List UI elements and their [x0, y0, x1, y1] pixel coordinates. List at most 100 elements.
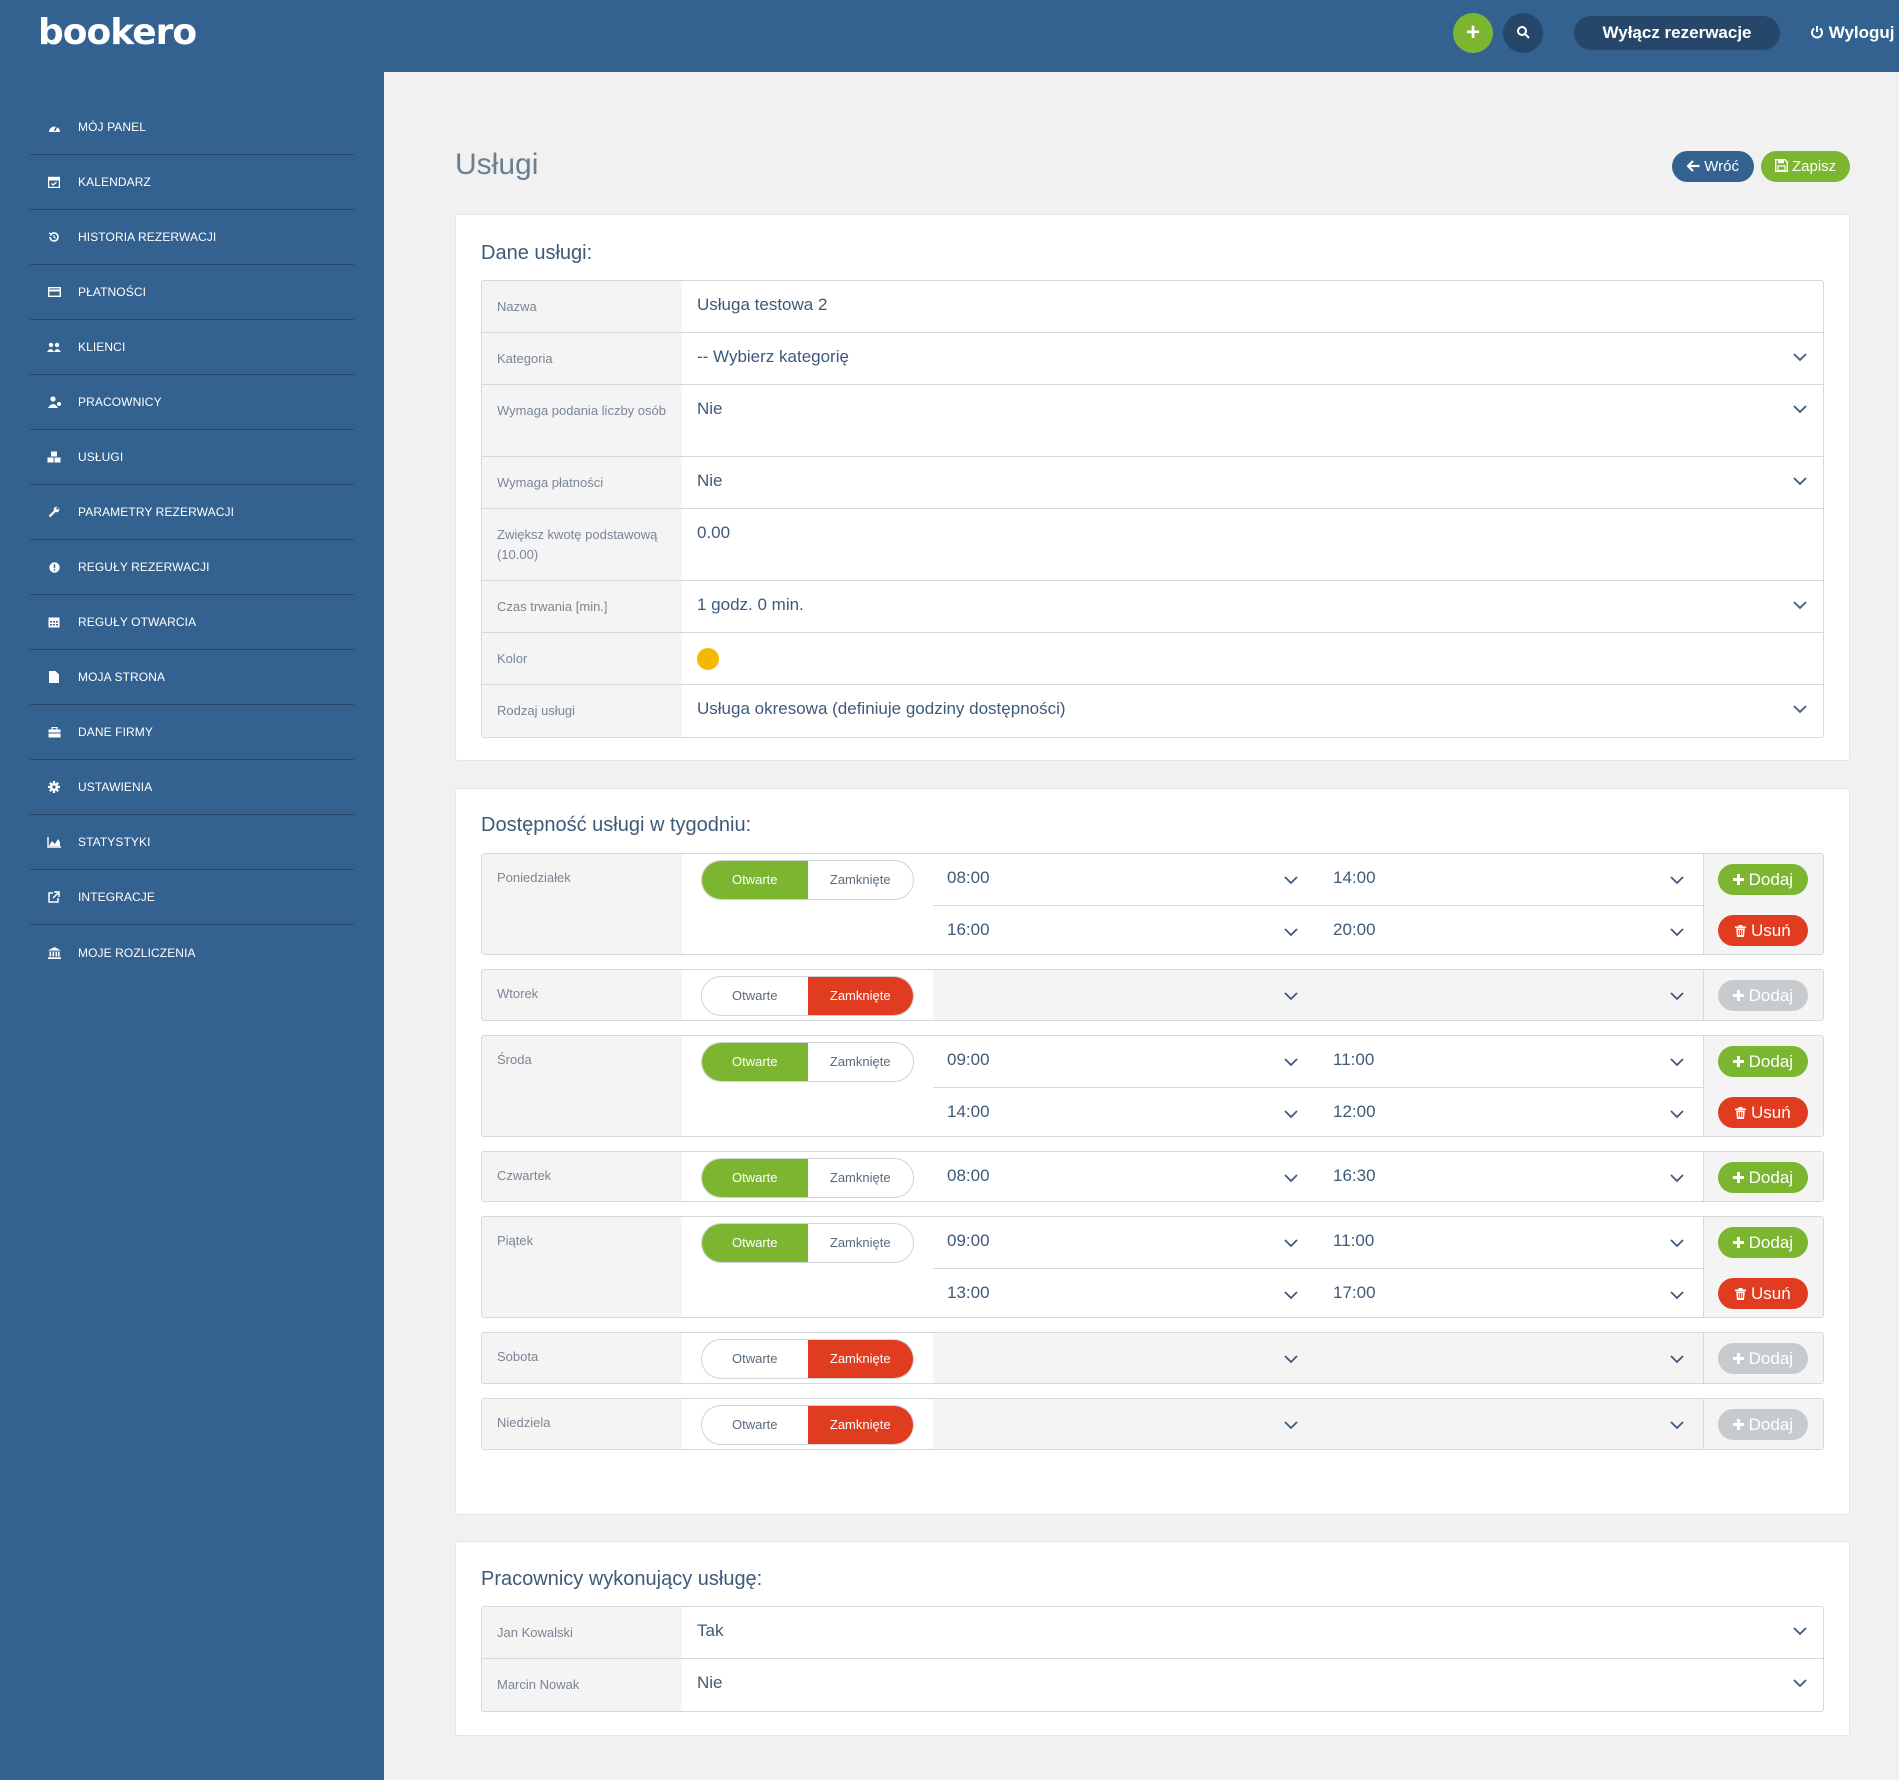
open-option[interactable]: Otwarte	[731, 1351, 778, 1366]
end-time-select[interactable]: 20:00	[1333, 920, 1376, 939]
dashboard-icon	[46, 119, 62, 135]
start-time-select[interactable]: 08:00	[947, 868, 990, 887]
sidebar-item-opening-rules[interactable]: REGUŁY OTWARCIA	[30, 595, 354, 650]
start-time-select[interactable]: 09:00	[947, 1050, 990, 1069]
open-option[interactable]: Otwarte	[731, 1417, 778, 1432]
people-count-select[interactable]: Nie	[682, 385, 1823, 456]
add-slot-button[interactable]: Dodaj	[1718, 1046, 1808, 1077]
start-time-select[interactable]: 09:00	[947, 1231, 990, 1250]
search-button[interactable]	[1503, 13, 1543, 53]
bookero-logo[interactable]: bookero	[38, 12, 197, 53]
save-button[interactable]: Zapisz	[1761, 151, 1850, 182]
open-closed-toggle[interactable]: Otwarte Zamknięte	[701, 1223, 914, 1263]
sidebar-item-clients[interactable]: KLIENCI	[30, 320, 354, 375]
add-slot-button[interactable]: Dodaj	[1718, 1162, 1808, 1193]
closed-option[interactable]: Zamknięte	[829, 872, 891, 887]
sidebar-item-employees[interactable]: PRACOWNICY	[30, 375, 354, 430]
end-time-select[interactable]: 11:00	[1333, 1231, 1375, 1250]
closed-option[interactable]: Zamknięte	[829, 1170, 891, 1185]
open-option[interactable]: Otwarte	[731, 988, 778, 1003]
quick-add-button[interactable]: +	[1453, 13, 1493, 53]
day-row: Sobota Otwarte Zamknięte Dodaj	[481, 1332, 1824, 1384]
employee-row: Jan Kowalski Tak	[482, 1607, 1823, 1659]
end-time-select[interactable]: 17:00	[1333, 1283, 1376, 1302]
open-closed-toggle[interactable]: Otwarte Zamknięte	[701, 976, 914, 1016]
field-label: Zwiększ kwotę podstawową (10.00)	[482, 509, 682, 580]
payment-required-select[interactable]: Nie	[682, 457, 1823, 508]
service-type-select[interactable]: Usługa okresowa (definiuje godziny dostę…	[682, 685, 1823, 737]
price-increase-input[interactable]: 0.00	[697, 523, 731, 542]
add-slot-button[interactable]: Dodaj	[1718, 1227, 1808, 1258]
day-name: Wtorek	[482, 970, 682, 1020]
time-slots: 09:00 11:00 14:00 12:00	[933, 1036, 1703, 1136]
sidebar-item-my-panel[interactable]: MÓJ PANEL	[30, 100, 354, 155]
logout-button[interactable]: Wyloguj	[1810, 20, 1899, 46]
area-chart-icon	[46, 834, 62, 850]
open-option[interactable]: Otwarte	[702, 1159, 808, 1197]
sidebar-item-my-page[interactable]: MOJA STRONA	[30, 650, 354, 705]
open-closed-toggle[interactable]: Otwarte Zamknięte	[701, 860, 914, 900]
sidebar-item-payments[interactable]: PŁATNOŚCI	[30, 265, 354, 320]
end-time-select[interactable]: 14:00	[1333, 868, 1376, 887]
sidebar: MÓJ PANEL KALENDARZ HISTORIA REZERWACJI …	[0, 72, 384, 1780]
color-swatch	[697, 648, 719, 670]
employee-assign-select[interactable]: Tak	[682, 1607, 1823, 1658]
closed-option[interactable]: Zamknięte	[829, 1235, 891, 1250]
open-closed-toggle[interactable]: Otwarte Zamknięte	[701, 1405, 914, 1445]
color-picker[interactable]	[682, 633, 1823, 684]
sidebar-item-settings[interactable]: USTAWIENIA	[30, 760, 354, 815]
end-time-select[interactable]: 16:30	[1333, 1166, 1376, 1185]
open-closed-toggle[interactable]: Otwarte Zamknięte	[701, 1339, 914, 1379]
chevron-down-icon	[1670, 992, 1684, 1001]
closed-option[interactable]: Zamknięte	[807, 1406, 913, 1444]
sidebar-item-history[interactable]: HISTORIA REZERWACJI	[30, 210, 354, 265]
back-button[interactable]: Wróć	[1672, 151, 1754, 182]
sidebar-item-reservation-rules[interactable]: REGUŁY REZERWACJI	[30, 540, 354, 595]
chevron-down-icon	[1793, 477, 1807, 486]
closed-option[interactable]: Zamknięte	[807, 977, 913, 1015]
start-time-select[interactable]: 13:00	[947, 1283, 990, 1302]
field-label: Czas trwania [min.]	[482, 581, 682, 632]
day-name: Piątek	[482, 1217, 682, 1317]
start-time-select[interactable]: 16:00	[947, 920, 990, 939]
open-closed-toggle[interactable]: Otwarte Zamknięte	[701, 1042, 914, 1082]
closed-option[interactable]: Zamknięte	[829, 1054, 891, 1069]
slot-actions: Dodaj	[1703, 1152, 1823, 1201]
open-option[interactable]: Otwarte	[702, 1043, 808, 1081]
sidebar-item-calendar[interactable]: KALENDARZ	[30, 155, 354, 210]
field-label: Kolor	[482, 633, 682, 684]
chevron-down-icon	[1284, 1355, 1298, 1364]
remove-slot-button[interactable]: Usuń	[1718, 915, 1808, 946]
remove-slot-button[interactable]: Usuń	[1718, 1097, 1808, 1128]
open-closed-toggle[interactable]: Otwarte Zamknięte	[701, 1158, 914, 1198]
field-row-name: Nazwa Usługa testowa 2	[482, 281, 1823, 333]
trash-icon	[1735, 1107, 1747, 1119]
sidebar-item-services[interactable]: USŁUGI	[30, 430, 354, 485]
sidebar-item-my-billing[interactable]: MOJE ROZLICZENIA	[30, 925, 354, 980]
closed-option[interactable]: Zamknięte	[807, 1340, 913, 1378]
file-icon	[46, 669, 62, 685]
chevron-down-icon	[1793, 353, 1807, 362]
sidebar-item-integrations[interactable]: INTEGRACJE	[30, 870, 354, 925]
start-time-select[interactable]: 08:00	[947, 1166, 990, 1185]
time-slot: 14:00 12:00	[933, 1087, 1703, 1136]
open-option[interactable]: Otwarte	[702, 1224, 808, 1262]
open-option[interactable]: Otwarte	[702, 861, 808, 899]
category-select[interactable]: -- Wybierz kategorię	[682, 333, 1823, 384]
field-label: Nazwa	[482, 281, 682, 332]
employee-assign-select[interactable]: Nie	[682, 1659, 1823, 1711]
duration-select[interactable]: 1 godz. 0 min.	[682, 581, 1823, 632]
end-time-select[interactable]: 11:00	[1333, 1050, 1375, 1069]
end-time-select[interactable]: 12:00	[1333, 1102, 1376, 1121]
sidebar-item-reservation-params[interactable]: PARAMETRY REZERWACJI	[30, 485, 354, 540]
add-slot-button[interactable]: Dodaj	[1718, 864, 1808, 895]
slot-actions: Dodaj	[1703, 1399, 1823, 1449]
start-time-select[interactable]: 14:00	[947, 1102, 990, 1121]
disable-reservations-button[interactable]: Wyłącz rezerwacje	[1574, 16, 1780, 50]
service-name-input[interactable]: Usługa testowa 2	[697, 295, 828, 314]
sidebar-item-company-data[interactable]: DANE FIRMY	[30, 705, 354, 760]
availability-card: Dostępność usługi w tygodniu: Poniedział…	[455, 788, 1850, 1515]
sidebar-item-statistics[interactable]: STATYSTYKI	[30, 815, 354, 870]
remove-slot-button[interactable]: Usuń	[1718, 1278, 1808, 1309]
chevron-down-icon	[1793, 1679, 1807, 1688]
